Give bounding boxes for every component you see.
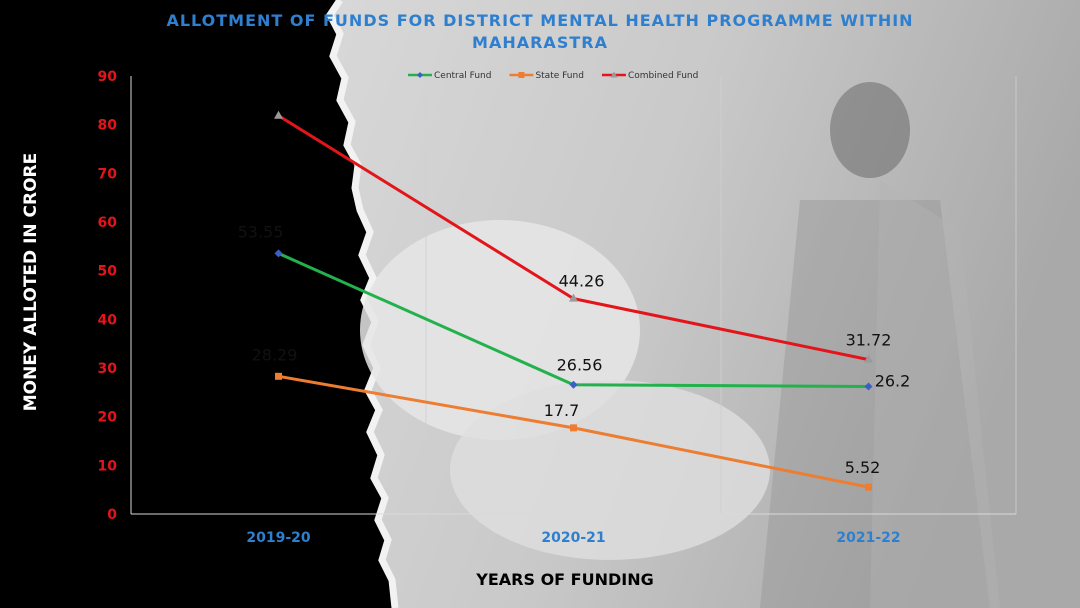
y-tick-label: 60 <box>98 215 118 231</box>
data-point <box>864 354 873 363</box>
legend-label: State Fund <box>535 71 584 81</box>
legend-label: Combined Fund <box>628 71 698 81</box>
legend-marker <box>610 71 618 78</box>
y-tick-label: 80 <box>98 118 118 134</box>
data-point <box>864 382 873 391</box>
y-tick-label: 70 <box>98 166 118 182</box>
data-label: 44.26 <box>559 272 605 291</box>
data-point <box>865 483 872 491</box>
data-point <box>274 249 283 258</box>
series-line <box>278 374 869 489</box>
y-tick-label: 0 <box>107 507 117 523</box>
y-tick-label: 50 <box>98 264 118 280</box>
y-tick-label: 20 <box>98 410 118 426</box>
y-tick-label: 30 <box>98 361 118 377</box>
y-tick-label: 90 <box>98 69 118 85</box>
data-label: 53.55 <box>238 222 284 241</box>
x-tick-label: 2019-20 <box>246 530 311 546</box>
data-point <box>275 372 282 380</box>
data-point <box>569 380 578 389</box>
y-tick-label: 40 <box>98 312 118 328</box>
data-label: 17.7 <box>544 401 580 420</box>
data-label: 28.29 <box>252 345 298 364</box>
series-line <box>277 114 869 362</box>
x-tick-label: 2021-22 <box>836 530 900 546</box>
data-label: 26.2 <box>875 371 911 390</box>
data-point <box>569 293 578 302</box>
x-axis-title: YEARS OF FUNDING <box>476 570 654 589</box>
chart-title-line-1: ALLOTMENT OF FUNDS FOR DISTRICT MENTAL H… <box>166 11 914 30</box>
data-label: 26.56 <box>557 356 603 375</box>
data-label: 5.52 <box>845 458 881 477</box>
data-point <box>274 110 283 119</box>
x-tick-label: 2020-21 <box>541 530 605 546</box>
chart-title-line-2: MAHARASTRA <box>472 33 608 52</box>
legend-label: Central Fund <box>434 71 491 81</box>
legend-marker <box>518 72 525 78</box>
y-tick-label: 10 <box>98 458 118 474</box>
data-label: 31.72 <box>846 331 892 350</box>
chart-title: ALLOTMENT OF FUNDS FOR DISTRICT MENTAL H… <box>140 10 940 54</box>
legend-marker <box>417 72 423 78</box>
data-point <box>570 424 577 432</box>
